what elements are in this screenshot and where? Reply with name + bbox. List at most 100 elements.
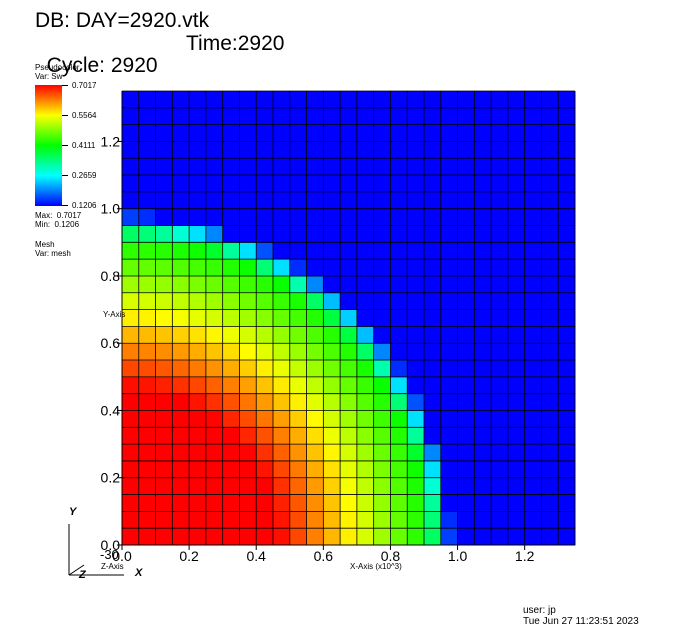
- heatmap-cell: [205, 275, 224, 294]
- heatmap-cell: [289, 360, 307, 378]
- heatmap-cell: [558, 259, 576, 277]
- heatmap-cell: [122, 107, 140, 126]
- heatmap-cell: [289, 376, 307, 395]
- heatmap-cell: [323, 326, 341, 344]
- heatmap-cell: [541, 427, 559, 445]
- heatmap-cell: [289, 158, 307, 176]
- heatmap-cell: [306, 326, 324, 344]
- heatmap-cell: [289, 124, 307, 142]
- heatmap-cell: [524, 511, 542, 529]
- heatmap-cell: [390, 477, 408, 495]
- heatmap-cell: [239, 326, 257, 344]
- heatmap-cell: [155, 141, 173, 159]
- heatmap-cell: [541, 275, 559, 294]
- heatmap-cell: [323, 494, 341, 512]
- heatmap-cell: [541, 477, 559, 495]
- heatmap-cell: [407, 444, 425, 462]
- heatmap-cell: [373, 141, 391, 159]
- heatmap-cell: [122, 309, 140, 327]
- heatmap-cell: [491, 208, 509, 226]
- heatmap-cell: [424, 191, 442, 210]
- heatmap-cell: [155, 225, 173, 243]
- heatmap-cell: [524, 326, 542, 344]
- heatmap-cell: [306, 158, 324, 176]
- heatmap-cell: [189, 393, 207, 411]
- heatmap-cell: [541, 444, 559, 462]
- heatmap-cell: [205, 494, 224, 512]
- heatmap-cell: [306, 393, 324, 411]
- heatmap-cell: [474, 124, 492, 142]
- heatmap-cell: [474, 410, 492, 428]
- heatmap-cell: [155, 528, 173, 546]
- heatmap-cell: [205, 242, 224, 260]
- heatmap-cell: [558, 242, 576, 260]
- heatmap-cell: [122, 427, 140, 445]
- heatmap-cell: [222, 393, 240, 411]
- heatmap-cell: [491, 460, 509, 479]
- heatmap-cell: [155, 275, 173, 294]
- heatmap-cell: [491, 91, 509, 109]
- plot-axes: 0.0 0.2 0.4 0.6 0.8 1.0 1.2 0.0 0.2 0.4 0.6 0.8 1.0 1…: [101, 91, 575, 571]
- heatmap-cell: [189, 242, 207, 260]
- heatmap-cell: [122, 141, 140, 159]
- heatmap-cell: [205, 511, 224, 529]
- heatmap-cell: [306, 91, 324, 109]
- heatmap-cell: [524, 242, 542, 260]
- heatmap-cell: [155, 427, 173, 445]
- triad-z-line: [68, 564, 85, 576]
- heatmap-cell: [373, 309, 391, 327]
- heatmap-cell: [306, 376, 324, 395]
- heatmap-cell: [340, 393, 358, 411]
- heatmap-cell: [205, 410, 224, 428]
- heatmap-cell: [373, 225, 391, 243]
- heatmap-cell: [289, 309, 307, 327]
- heatmap-cell: [205, 427, 224, 445]
- x-axis-title: X-Axis (x10^3): [350, 562, 402, 571]
- heatmap-cell: [558, 410, 576, 428]
- heatmap-cell: [189, 191, 207, 210]
- heatmap-cell: [172, 91, 190, 109]
- heatmap-cell: [256, 393, 274, 411]
- heatmap-cell: [356, 208, 375, 226]
- heatmap-cell: [172, 343, 190, 361]
- heatmap-cell: [373, 410, 391, 428]
- heatmap-cell: [256, 511, 274, 529]
- heatmap-cell: [474, 444, 492, 462]
- heatmap-cell: [289, 444, 307, 462]
- heatmap-cell: [256, 444, 274, 462]
- heatmap-cell: [155, 175, 173, 193]
- heatmap-cell: [122, 242, 140, 260]
- heatmap-cell: [239, 208, 257, 226]
- heatmap-cell: [239, 124, 257, 142]
- heatmap-cell: [440, 427, 458, 445]
- heatmap-cell: [122, 91, 140, 109]
- heatmap-cell: [390, 393, 408, 411]
- heatmap-cell: [222, 191, 240, 210]
- heatmap-cell: [273, 393, 291, 411]
- heatmap-cell: [289, 175, 307, 193]
- heatmap-cell: [356, 91, 375, 109]
- heatmap-cell: [491, 242, 509, 260]
- heatmap-cell: [373, 242, 391, 260]
- heatmap-cell: [323, 175, 341, 193]
- heatmap-cell: [222, 427, 240, 445]
- heatmap-cell: [390, 309, 408, 327]
- heatmap-cell: [457, 360, 475, 378]
- heatmap-cell: [440, 343, 458, 361]
- heatmap-cell: [390, 259, 408, 277]
- heatmap-cell: [306, 528, 324, 546]
- heatmap-cell: [558, 376, 576, 395]
- heatmap-cell: [172, 376, 190, 395]
- heatmap-cell: [340, 460, 358, 479]
- heatmap-cell: [205, 343, 224, 361]
- heatmap-cell: [440, 511, 458, 529]
- heatmap-cell: [340, 91, 358, 109]
- heatmap-cell: [440, 410, 458, 428]
- heatmap-cell: [138, 393, 156, 411]
- heatmap-cell: [239, 460, 257, 479]
- heatmap-cell: [289, 460, 307, 479]
- heatmap-cell: [507, 460, 526, 479]
- heatmap-cell: [507, 360, 526, 378]
- heatmap-cell: [306, 191, 324, 210]
